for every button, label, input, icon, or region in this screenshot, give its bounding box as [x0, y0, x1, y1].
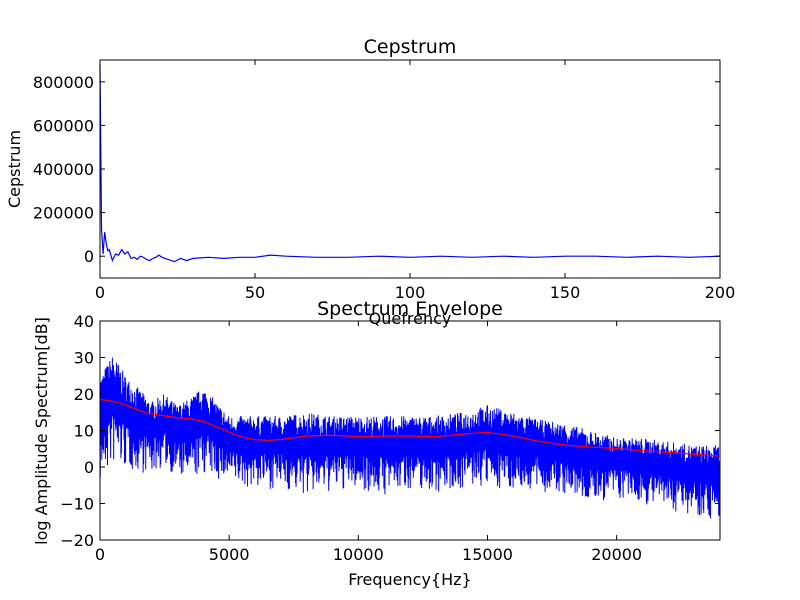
x-tick-label: 0 — [95, 545, 105, 564]
cepstrum-title: Cepstrum — [364, 36, 457, 58]
y-tick-label: 800000 — [33, 73, 94, 92]
y-tick-label: 40 — [74, 312, 94, 331]
cepstrum-line — [99, 64, 721, 263]
x-tick-label: 0 — [95, 283, 105, 302]
spectrum-series — [99, 357, 721, 519]
cepstrum-ylabel: Cepstrum — [5, 130, 24, 208]
x-tick-label: 20000 — [591, 545, 642, 564]
x-tick-label: 150 — [550, 283, 581, 302]
cepstrum-axes-frame — [99, 59, 721, 279]
y-tick-label: 20 — [74, 385, 94, 404]
y-tick-label: −20 — [60, 531, 94, 550]
spectrum-ticks: 0 5000 10000 15000 20000 −20 −10 0 10 20 30 40 — [60, 312, 720, 564]
spectrum-ylabel: log Amplitude Spectrum[dB] — [32, 317, 51, 545]
spectrum-line — [99, 357, 721, 519]
cepstrum-xlabel: Quefrency — [369, 309, 452, 328]
x-tick-label: 100 — [395, 283, 426, 302]
x-tick-label: 200 — [705, 283, 736, 302]
cepstrum-series — [99, 64, 721, 263]
x-tick-label: 10000 — [333, 545, 384, 564]
x-tick-label: 5000 — [209, 545, 250, 564]
y-tick-label: 30 — [74, 349, 94, 368]
x-tick-label: 50 — [245, 283, 265, 302]
cepstrum-ticks: 0 50 100 150 200 0 200000 400000 600000 800000 — [33, 60, 735, 302]
cepstrum-plot: Cepstrum 0 50 100 150 200 0 200000 400000 600000… — [5, 36, 735, 328]
y-tick-label: 0 — [84, 458, 94, 477]
y-tick-label: 600000 — [33, 116, 94, 135]
y-tick-label: 200000 — [33, 204, 94, 223]
x-tick-label: 15000 — [462, 545, 513, 564]
y-tick-label: −10 — [60, 495, 94, 514]
spectrum-envelope-plot: 0 5000 10000 15000 20000 −20 −10 0 10 20 30 40 Spec… — [32, 298, 721, 589]
y-tick-label: 0 — [84, 247, 94, 266]
spectrum-title: Spectrum Envelope — [317, 298, 503, 320]
y-tick-label: 400000 — [33, 160, 94, 179]
y-tick-label: 10 — [74, 422, 94, 441]
envelope-line — [99, 398, 721, 457]
spectrum-xlabel: Frequency{Hz} — [348, 570, 471, 589]
